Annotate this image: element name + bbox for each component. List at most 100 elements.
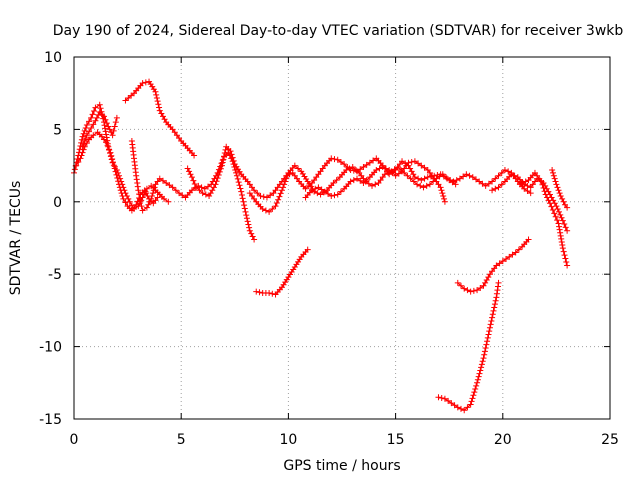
data-point xyxy=(75,158,82,165)
data-point xyxy=(153,95,160,102)
data-point xyxy=(386,166,393,173)
data-point xyxy=(365,180,372,187)
data-point xyxy=(161,195,168,202)
data-point xyxy=(235,179,242,186)
grid xyxy=(74,57,610,419)
data-point xyxy=(263,194,270,201)
data-point xyxy=(118,190,125,197)
data-point xyxy=(486,328,493,335)
data-point xyxy=(331,156,338,163)
data-point xyxy=(109,132,116,139)
data-point xyxy=(110,127,117,134)
data-point xyxy=(475,373,482,380)
data-point xyxy=(460,173,467,180)
data-point xyxy=(426,181,433,188)
data-point xyxy=(79,133,86,140)
data-point xyxy=(470,392,477,399)
data-point xyxy=(89,111,96,118)
data-point xyxy=(562,255,569,262)
data-point xyxy=(408,158,415,165)
data-point xyxy=(155,101,162,108)
data-point xyxy=(411,174,418,181)
data-point xyxy=(205,183,211,190)
data-point xyxy=(482,182,489,189)
data-point xyxy=(470,287,477,294)
data-point xyxy=(478,361,485,368)
data-point xyxy=(516,181,523,188)
data-point xyxy=(134,179,141,186)
data-point xyxy=(317,191,324,198)
data-point xyxy=(103,120,110,127)
y-tick-label: -10 xyxy=(39,340,62,356)
series-trail xyxy=(457,239,529,293)
data-point xyxy=(376,165,383,172)
data-point xyxy=(312,185,319,192)
data-point xyxy=(505,168,512,175)
data-point xyxy=(464,404,471,411)
data-point xyxy=(233,172,240,179)
data-point xyxy=(489,311,496,318)
y-tick-label: 0 xyxy=(53,195,62,211)
data-point xyxy=(284,172,291,179)
data-point xyxy=(216,168,223,175)
series-arc-10 xyxy=(516,169,571,269)
data-point xyxy=(492,175,499,182)
data-point xyxy=(499,258,506,265)
x-axis-label: GPS time / hours xyxy=(283,458,400,474)
data-point xyxy=(476,370,483,377)
data-point xyxy=(484,334,491,341)
data-point xyxy=(554,206,561,213)
data-point xyxy=(341,161,348,168)
data-point xyxy=(553,181,560,188)
data-point xyxy=(111,165,118,172)
data-point xyxy=(151,184,158,191)
data-point xyxy=(116,184,123,191)
data-point xyxy=(417,182,424,189)
data-point xyxy=(153,91,160,98)
data-point xyxy=(143,204,150,211)
data-point xyxy=(246,224,253,231)
data-point xyxy=(115,178,122,185)
series-trail xyxy=(438,282,500,411)
data-point xyxy=(382,165,389,172)
data-point xyxy=(474,376,481,383)
data-point xyxy=(111,123,118,130)
data-point xyxy=(564,262,571,269)
data-point xyxy=(493,290,500,297)
data-point xyxy=(188,174,195,181)
data-point xyxy=(437,184,444,191)
data-point xyxy=(92,104,99,111)
data-point xyxy=(184,165,191,172)
series-arc-4 xyxy=(122,78,198,159)
data-point xyxy=(350,177,357,184)
data-point xyxy=(556,190,563,197)
data-point xyxy=(273,199,280,206)
data-point xyxy=(328,193,335,200)
data-point xyxy=(457,282,464,289)
data-point xyxy=(558,238,565,245)
data-point xyxy=(407,175,414,182)
data-point xyxy=(101,113,108,120)
data-point xyxy=(179,192,186,199)
data-point xyxy=(281,181,288,188)
data-point xyxy=(253,288,260,295)
data-point xyxy=(446,177,453,184)
data-point xyxy=(78,152,85,159)
data-point xyxy=(452,181,459,188)
data-point xyxy=(551,210,558,217)
data-point xyxy=(243,215,250,222)
data-point xyxy=(552,178,559,185)
data-point xyxy=(489,187,496,194)
data-point xyxy=(435,394,442,401)
data-point xyxy=(245,221,252,228)
data-point xyxy=(201,185,208,192)
chart-title: Day 190 of 2024, Sidereal Day-to-day VTE… xyxy=(53,23,624,39)
series-arc-14 xyxy=(454,236,532,295)
data-point xyxy=(467,288,474,295)
data-point xyxy=(441,198,448,205)
data-point xyxy=(541,188,548,195)
data-point xyxy=(485,180,492,187)
data-point xyxy=(464,287,471,294)
data-point xyxy=(169,184,176,191)
data-point xyxy=(354,175,361,182)
